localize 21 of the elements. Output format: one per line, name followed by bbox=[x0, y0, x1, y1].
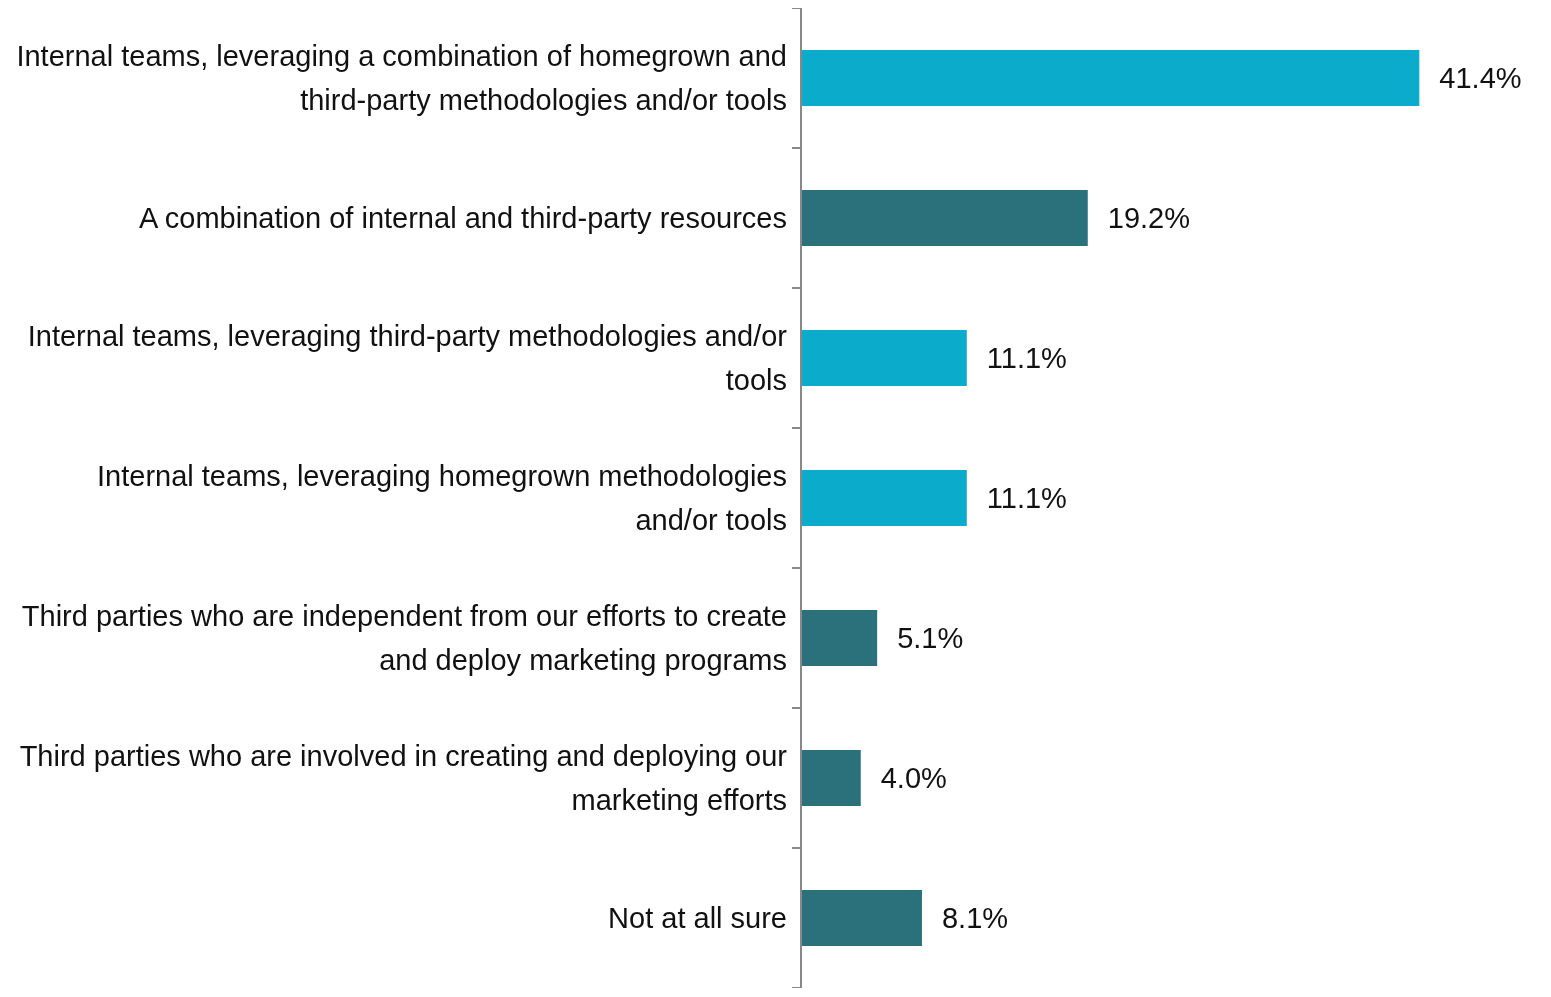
data-label: 11.1% bbox=[986, 482, 1067, 515]
y-tick-label: Internal teams, leveraging homegrown methodologies and/or tools bbox=[97, 460, 787, 537]
y-tick-label: Third parties who are involved in creating and deploying our marketing efforts bbox=[19, 740, 788, 817]
data-label: 11.1% bbox=[986, 342, 1067, 375]
bar bbox=[801, 50, 1420, 106]
bar bbox=[801, 190, 1088, 246]
bar bbox=[801, 610, 878, 666]
bar bbox=[801, 750, 861, 806]
bar bbox=[801, 890, 922, 946]
data-label: 41.4% bbox=[1439, 62, 1522, 95]
data-label: 19.2% bbox=[1107, 202, 1190, 235]
y-tick-label: Third parties who are independent from our efforts to create and deploy marketing programs bbox=[21, 600, 787, 677]
y-tick-label: Not at all sure bbox=[608, 902, 787, 935]
bar bbox=[801, 330, 967, 386]
data-label: 5.1% bbox=[897, 622, 964, 655]
data-label: 4.0% bbox=[880, 762, 947, 795]
y-tick-label: Internal teams, leveraging third-party methodologies and/or tools bbox=[27, 320, 788, 397]
data-label: 8.1% bbox=[941, 902, 1009, 935]
bar bbox=[801, 470, 967, 526]
y-tick-label: A combination of internal and third-party resources bbox=[138, 202, 787, 235]
y-tick-label: Internal teams, leveraging a combination of homegrown and third-party methodologies and/or tools bbox=[16, 40, 787, 117]
